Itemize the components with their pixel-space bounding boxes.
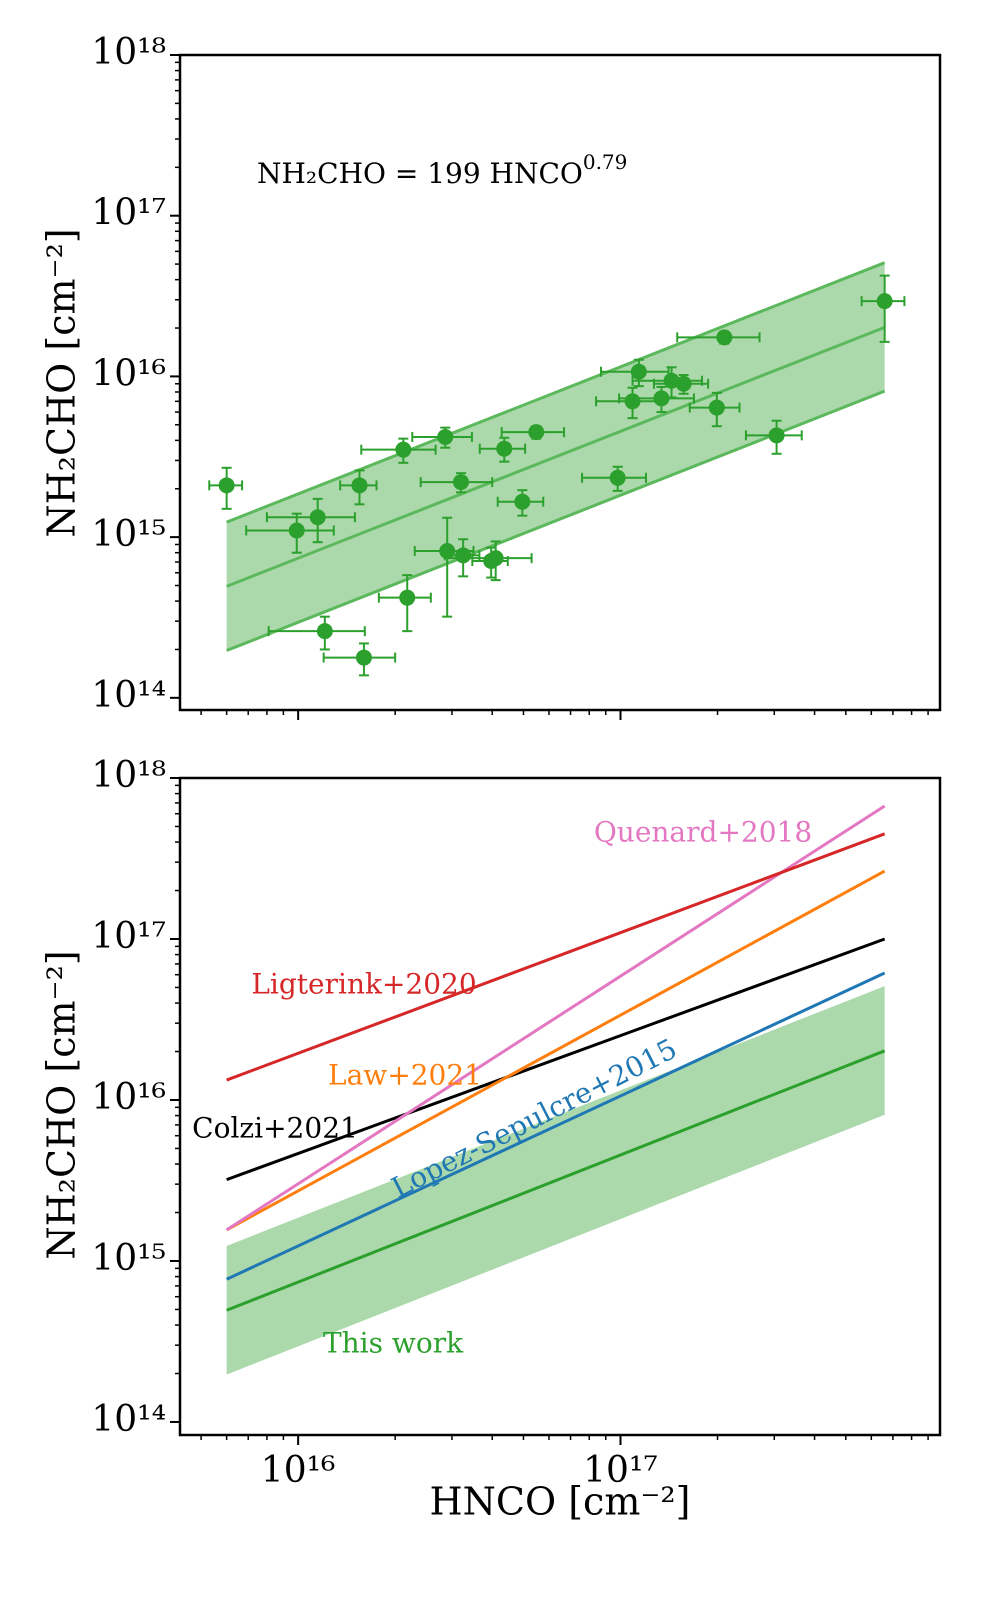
band-edge xyxy=(226,261,886,524)
plot-area xyxy=(208,261,906,677)
data-point xyxy=(309,509,326,526)
y-tick-label: 10¹⁴ xyxy=(91,1399,166,1440)
data-point xyxy=(399,589,416,606)
fit-line xyxy=(226,325,886,588)
y-tick-label: 10¹⁶ xyxy=(91,353,166,394)
series-line xyxy=(226,937,886,1182)
series-label: Colzi+2021 xyxy=(192,1112,358,1145)
x-tick-label: 10¹⁶ xyxy=(261,1450,336,1491)
annotation-exponent: 0.79 xyxy=(583,150,628,174)
x-axis-label: HNCO [cm⁻²] xyxy=(430,1480,691,1524)
data-point xyxy=(514,493,531,510)
data-point xyxy=(355,649,372,666)
series-label: Law+2021 xyxy=(328,1059,482,1092)
data-point xyxy=(316,623,333,640)
data-point xyxy=(496,440,513,457)
annotation-text: NH₂CHO = 199 HNCO xyxy=(257,157,583,190)
y-tick-label: 10¹⁵ xyxy=(91,514,166,555)
x-tick-label: 10¹⁷ xyxy=(583,1450,658,1491)
data-point xyxy=(455,547,472,564)
axes-frame xyxy=(178,776,942,1437)
series-line xyxy=(226,1049,886,1312)
data-point xyxy=(716,329,733,346)
annotation: NH₂CHO = 199 HNCO0.79 xyxy=(257,150,627,190)
data-point xyxy=(653,390,670,407)
series-line xyxy=(226,832,886,1082)
data-point xyxy=(624,393,641,410)
series-label: Quenard+2018 xyxy=(594,816,812,849)
series-label: This work xyxy=(323,1327,464,1360)
data-point xyxy=(675,375,692,392)
data-point xyxy=(708,399,725,416)
data-point xyxy=(768,427,785,444)
data-point xyxy=(876,293,893,310)
plot-area xyxy=(225,804,886,1375)
y-axis-label: NH₂CHO [cm⁻²] xyxy=(40,950,84,1259)
series-line xyxy=(225,869,886,1232)
series-line xyxy=(225,804,886,1232)
y-tick-label: 10¹⁸ xyxy=(91,755,166,796)
axes-frame xyxy=(178,53,942,712)
data-point xyxy=(437,428,454,445)
y-tick-label: 10¹⁶ xyxy=(91,1077,166,1118)
data-point xyxy=(452,474,469,491)
data-point xyxy=(609,469,626,486)
data-point xyxy=(395,441,412,458)
data-point xyxy=(528,424,545,441)
series-label: Ligterink+2020 xyxy=(251,968,476,1001)
data-point xyxy=(288,522,305,539)
y-tick-label: 10¹⁷ xyxy=(91,916,166,957)
data-point xyxy=(630,363,647,380)
data-point xyxy=(351,477,368,494)
series-line xyxy=(226,971,886,1281)
data-point xyxy=(487,550,504,567)
y-tick-label: 10¹⁸ xyxy=(91,32,166,73)
y-tick-label: 10¹⁴ xyxy=(91,675,166,716)
data-point xyxy=(218,477,235,494)
y-tick-label: 10¹⁵ xyxy=(91,1238,166,1279)
y-tick-label: 10¹⁷ xyxy=(91,193,166,234)
y-axis-label: NH₂CHO [cm⁻²] xyxy=(40,228,84,537)
